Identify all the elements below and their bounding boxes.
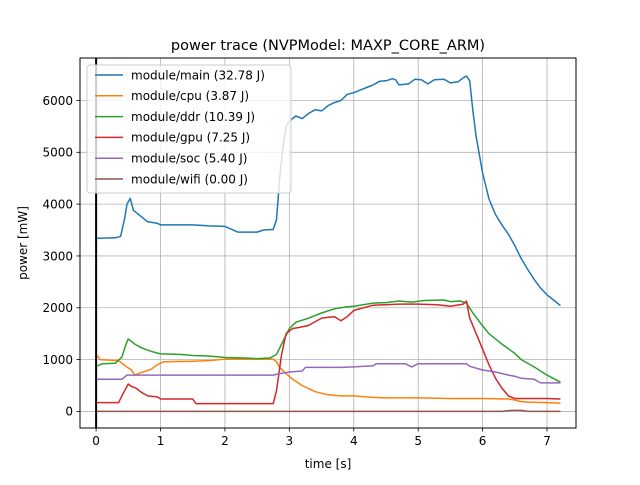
x-axis-ticks: 0 1 2 3 4 5 6 7 xyxy=(92,428,551,448)
y-tick-label: 6000 xyxy=(42,94,73,108)
series-line-2 xyxy=(96,299,561,383)
y-tick-label: 5000 xyxy=(42,146,73,160)
x-tick-label: 6 xyxy=(479,434,487,448)
x-tick-label: 1 xyxy=(157,434,165,448)
series-line-3 xyxy=(96,300,561,405)
y-tick-label: 3000 xyxy=(42,249,73,263)
x-tick-label: 3 xyxy=(286,434,294,448)
x-tick-label: 0 xyxy=(92,434,100,448)
y-tick-label: 0 xyxy=(65,405,73,419)
series-line-1 xyxy=(96,354,561,404)
legend: module/main (32.78 J) module/cpu (3.87 J)… xyxy=(86,64,292,194)
legend-entry-3: module/gpu (7.25 J) xyxy=(131,131,250,145)
y-axis-label: power [mW] xyxy=(16,206,30,280)
legend-entry-5: module/wifi (0.00 J) xyxy=(131,172,248,186)
plot-frame xyxy=(79,57,577,429)
y-tick-label: 1000 xyxy=(42,353,73,367)
y-axis-ticks: 0 1000 2000 3000 4000 5000 6000 xyxy=(42,94,80,419)
series-line-0 xyxy=(96,75,561,306)
y-tick-label: 4000 xyxy=(42,197,73,211)
legend-entry-4: module/soc (5.40 J) xyxy=(131,152,247,166)
x-tick-label: 5 xyxy=(414,434,422,448)
y-tick-label: 2000 xyxy=(42,301,73,315)
legend-entry-2: module/ddr (10.39 J) xyxy=(131,110,255,124)
x-tick-label: 2 xyxy=(221,434,229,448)
x-axis-label: time [s] xyxy=(305,457,352,471)
series-layer xyxy=(96,75,561,413)
series-line-5 xyxy=(96,409,561,413)
legend-frame xyxy=(86,64,292,194)
chart-title: power trace (NVPModel: MAXP_CORE_ARM) xyxy=(171,38,485,54)
series-line-4 xyxy=(96,362,561,384)
legend-entry-0: module/main (32.78 J) xyxy=(131,68,265,82)
legend-entry-1: module/cpu (3.87 J) xyxy=(131,89,249,103)
x-tick-label: 4 xyxy=(350,434,358,448)
x-tick-label: 7 xyxy=(543,434,551,448)
